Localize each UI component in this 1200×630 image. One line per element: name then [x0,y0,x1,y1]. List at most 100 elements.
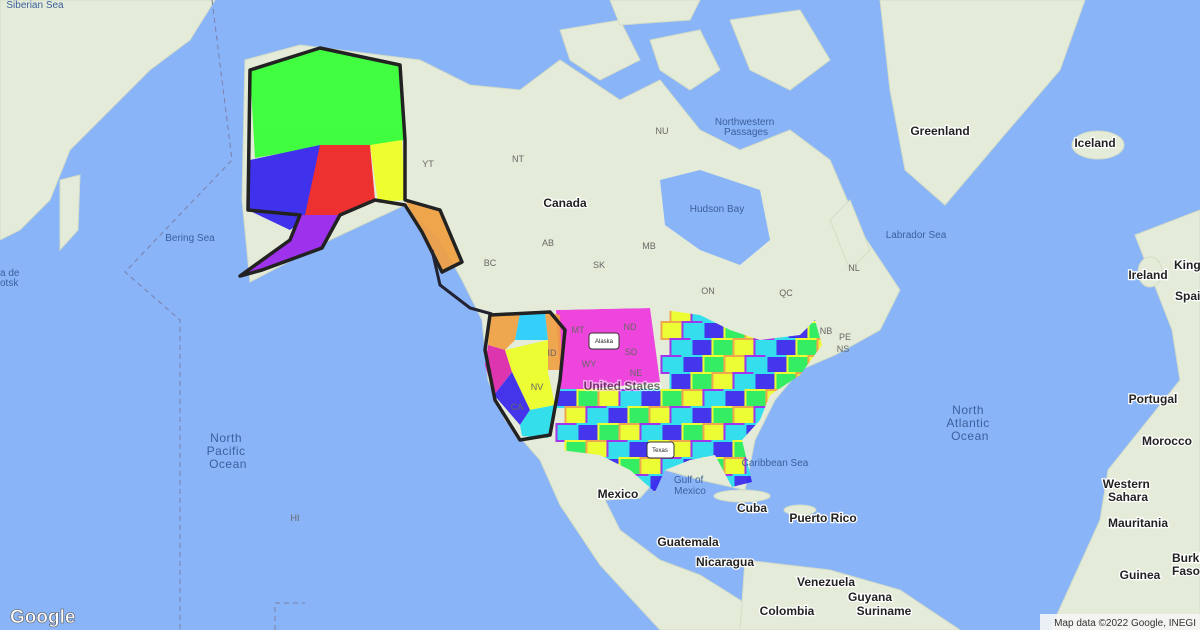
label-line: Sahara [1108,490,1148,504]
us-region [585,406,609,425]
us-region [711,372,735,391]
hudson-bay [660,170,770,265]
us-region [639,423,663,442]
region-label: WY [582,359,597,369]
country-label: Morocco [1142,434,1192,448]
country-label: Iceland [1074,136,1115,150]
us-region [690,372,714,391]
alaska-region [250,48,405,158]
date-line [124,0,233,630]
label-line: Ocean [951,429,989,443]
us-region [597,423,621,442]
us-region [795,338,819,357]
region-label: NU [656,126,669,136]
country-label: Burki Faso [1172,551,1200,578]
country-label: Colombia [760,604,815,618]
label-line: a de [0,268,20,279]
region-label: MB [642,241,656,251]
water-label: Gulf of Mexico [674,475,706,497]
us-region [702,423,726,442]
overlay-label: Texas [652,448,668,454]
label-line: North [210,431,242,445]
region-label: SK [593,260,605,270]
water-label: Labrador Sea [886,230,947,241]
us-region [702,389,726,408]
ocean-label: North Pacific Ocean [207,431,250,471]
us-region [627,440,651,459]
region-label: ON [701,286,715,296]
region-label: PE [839,332,851,342]
us-region [723,355,747,374]
country-label: Venezuela [797,575,855,589]
alaska-region [248,145,320,230]
overlay-label: Alaska [595,339,614,345]
country-label: Guinea [1120,568,1161,582]
us-region [555,389,579,408]
us-region [732,406,756,425]
us-region [669,406,693,425]
alaska-region [305,145,375,215]
label-line: Ocean [209,457,247,471]
boundary [274,602,305,630]
us-region [681,423,705,442]
country-label: Greenland [910,124,969,138]
region-label: QC [779,288,793,298]
overlay-label-boxes: Alaska Texas [588,332,675,459]
us-region [753,338,777,357]
us-region [669,338,693,357]
us-region [681,355,705,374]
water-label: Hudson Bay [690,204,744,215]
us-region [681,321,705,340]
label-line: Mexico [674,486,706,497]
us-region [711,338,735,357]
us-region [816,338,822,357]
region-label: AB [542,238,554,248]
attribution[interactable]: Map data ©2022 Google, INEGI [1054,618,1196,629]
west-outline [483,310,567,442]
us-region [556,308,660,392]
region-label: NL [848,263,860,273]
us-region [576,423,600,442]
us-region [681,389,705,408]
us-region [660,355,684,374]
us-region [690,338,714,357]
us-region [711,406,735,425]
us-region [618,423,642,442]
label-box[interactable] [646,441,675,459]
country-label: Guatemala [657,535,719,549]
label-line: Faso [1172,564,1200,578]
water-label: Northwestern Passages [715,117,777,138]
country-label: Ireland [1128,268,1167,282]
water-label: Siberian Sea [6,0,64,11]
us-region [564,406,588,425]
us-region [648,406,672,425]
water-label: Bering Sea [165,233,215,244]
us-region [690,440,714,459]
country-label: Nicaragua [696,555,754,569]
us-region [765,355,789,374]
region-label: CA [511,402,524,412]
label-line: Gulf of [674,475,704,486]
country-label: United States [584,379,661,393]
attribution-bg [1040,614,1200,630]
us-region [639,457,663,476]
label-line: Passages [724,127,768,138]
country-label: Mauritania [1108,516,1168,530]
alaska-overlay [240,48,462,276]
country-label: King [1174,258,1200,272]
region-label: BC [484,258,497,268]
region-label: SD [625,347,638,357]
water-label: a de otsk [0,268,22,289]
us-region [723,389,747,408]
water-label: Caribbean Sea [742,458,809,469]
us-region [669,372,693,391]
ocean-label: North Atlantic Ocean [946,403,993,443]
us-region [753,372,777,391]
label-box[interactable] [588,332,620,350]
google-logo[interactable]: Google [10,607,76,629]
region-label: ID [548,348,558,358]
country-label: Guyana [848,590,892,604]
